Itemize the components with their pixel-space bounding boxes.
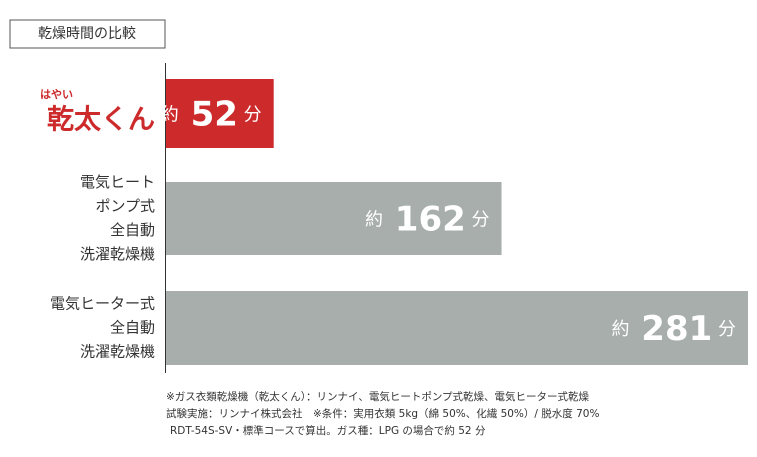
footnote: RDT-54S-SV・標準コースで算出。ガス種：LPG の場合で約 52 分 bbox=[170, 424, 486, 437]
category-label: ポンプ式 bbox=[95, 197, 155, 215]
title-box bbox=[9, 19, 166, 49]
logo-small: はやい bbox=[40, 88, 73, 101]
value-label: 約 162 分 bbox=[365, 199, 490, 239]
category-label: 洗濯乾燥機 bbox=[80, 343, 155, 361]
bar bbox=[166, 182, 502, 255]
category-label: 電気ヒーター式 bbox=[50, 295, 155, 313]
footnote: ※ガス衣類乾燥機（乾太くん）：リンナイ、電気ヒートポンプ式乾燥、電気ヒーター式乾… bbox=[166, 390, 590, 403]
bar bbox=[166, 79, 274, 148]
footnote: 試験実施：リンナイ株式会社 ※条件：実用衣類 5kg（綿 50%、化繊 50%）… bbox=[166, 407, 599, 420]
bar bbox=[166, 291, 748, 365]
value-label: 約 52 分 bbox=[161, 94, 262, 134]
category-label: 電気ヒート bbox=[80, 173, 155, 191]
value-label: 約 281 分 bbox=[611, 309, 736, 349]
category-label: 全自動 bbox=[110, 319, 155, 337]
category-label: 全自動 bbox=[110, 221, 155, 239]
chart-title: 乾燥時間の比較 bbox=[38, 26, 136, 42]
category-label: 洗濯乾燥機 bbox=[80, 245, 155, 263]
logo: 乾太くん bbox=[47, 105, 155, 136]
